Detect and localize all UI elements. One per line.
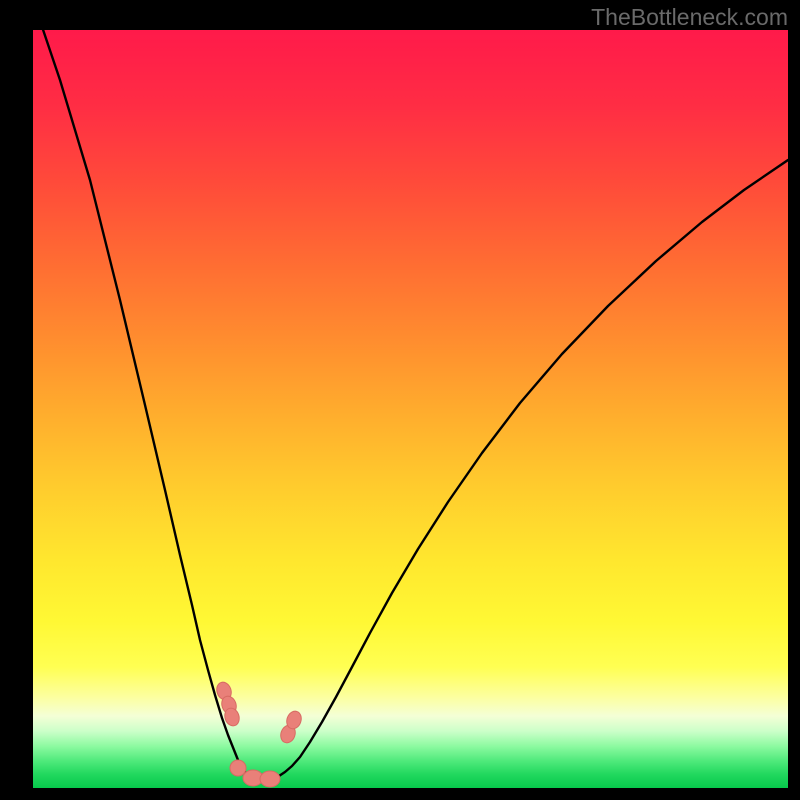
watermark-text: TheBottleneck.com xyxy=(591,4,788,31)
chart-stage: TheBottleneck.com xyxy=(0,0,800,800)
heat-gradient-background xyxy=(33,30,788,788)
plot-area xyxy=(33,30,788,788)
